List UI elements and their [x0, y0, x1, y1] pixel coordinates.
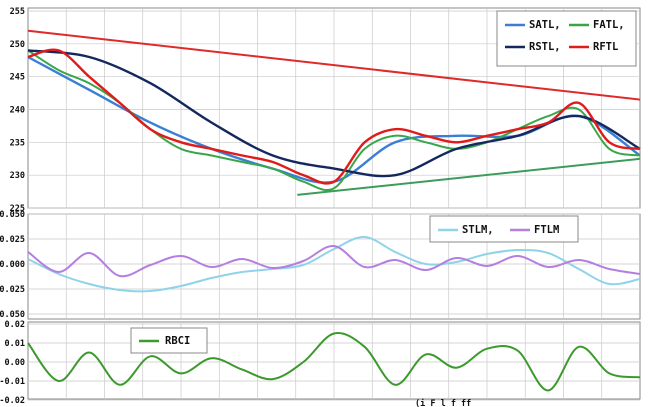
y-tick-label: 235 — [10, 138, 25, 148]
legend-label: FATL, — [593, 19, 625, 31]
legend-label: RFTL — [593, 41, 618, 53]
legend-label: RSTL, — [529, 41, 561, 53]
panel-1: 225 230 235 240 245 250 255 SATL, FATL, RSTL, RFTL — [10, 7, 641, 214]
y-tick-label: 245 — [10, 73, 25, 83]
panel-3: 0.02 0.01 0.00 -0.01 -0.02 RBCI — [0, 320, 641, 406]
series-group — [27, 235, 641, 293]
legend-box — [496, 10, 637, 67]
series-group — [27, 29, 641, 196]
series-group — [27, 332, 641, 392]
series-trend-5-line — [297, 157, 641, 196]
legend-label: STLM, — [462, 224, 494, 236]
legend: RBCI — [130, 327, 208, 354]
legend-label: FTLM — [534, 224, 559, 236]
legend: STLM, FTLM — [429, 215, 579, 243]
series-trend-4-line — [27, 29, 641, 101]
y-tick-label: -0.050 — [0, 310, 25, 320]
y-tick-label: 0.000 — [0, 260, 25, 270]
grid-lines — [28, 322, 640, 401]
series-rbci-line — [27, 332, 641, 392]
y-tick-label: 0.050 — [0, 210, 25, 220]
y-tick-label: -0.01 — [0, 377, 25, 387]
y-tick-label: -0.025 — [0, 285, 25, 295]
y-tick-label: 255 — [10, 7, 25, 17]
legend-label: SATL, — [529, 19, 561, 31]
y-tick-label: 240 — [10, 106, 25, 116]
series-stlm-line — [27, 235, 641, 293]
legend-label: RBCI — [165, 335, 190, 347]
series-ftlm-line — [27, 244, 641, 278]
footer-text: (i F l f ff — [415, 398, 471, 407]
panel-2: 0.050 0.025 0.000 -0.025 -0.050 STLM, FTLM — [0, 210, 641, 320]
y-tick-label: 230 — [10, 171, 25, 181]
y-tick-label: -0.02 — [0, 396, 25, 406]
y-tick-label: 0.01 — [5, 339, 25, 349]
y-tick-label: 0.025 — [0, 235, 25, 245]
y-tick-label: 0.02 — [5, 320, 25, 330]
series-rstl-line — [27, 49, 641, 178]
y-tick-label: 225 — [10, 204, 25, 214]
legend: SATL, FATL, RSTL, RFTL — [496, 10, 637, 67]
y-tick-label: 0.00 — [5, 358, 25, 368]
y-tick-label: 250 — [10, 40, 25, 50]
series-rftl-line — [27, 48, 641, 185]
